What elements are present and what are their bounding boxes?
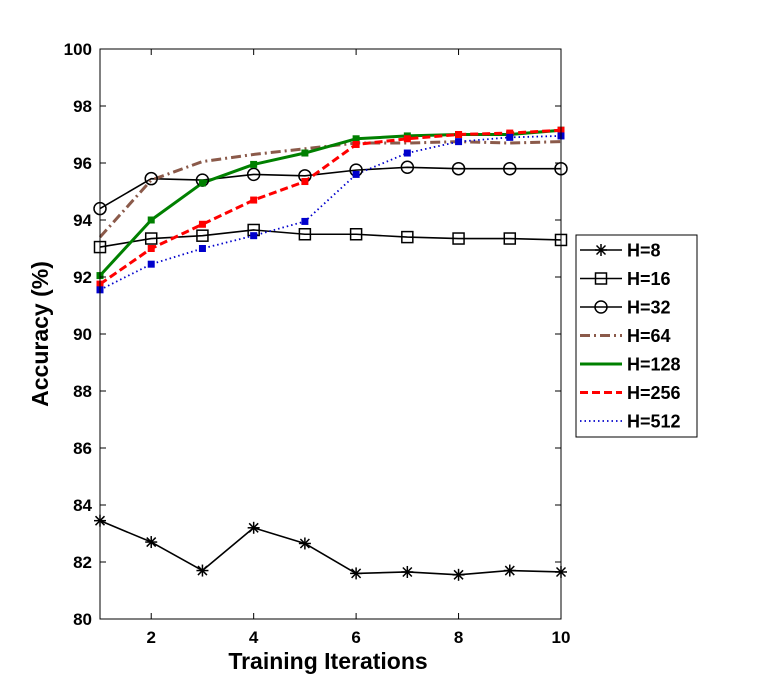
y-tick-label: 98 [73,97,92,116]
legend-marker-h-16 [594,272,608,285]
data-point-h-8 [350,567,363,580]
data-point-h-8 [247,521,260,534]
legend-label-h-32: H=32 [627,298,671,318]
legend-label-h-16: H=16 [627,269,671,289]
plot-area [100,49,561,619]
data-point-h-256 [352,140,360,148]
data-point-h-32 [144,171,158,186]
y-axis-title: Accuracy (%) [27,261,53,407]
legend-label-h-512: H=512 [627,412,681,432]
y-tick-label: 86 [73,439,92,458]
data-point-h-128 [301,149,309,157]
data-point-h-512 [198,245,206,252]
data-point-h-16 [452,232,465,245]
y-tick-label: 94 [73,211,92,230]
data-point-h-32 [503,161,517,176]
data-point-h-8 [145,536,158,549]
data-point-h-128 [198,179,206,187]
legend-label-h-256: H=256 [627,383,681,403]
data-point-h-256 [403,135,411,143]
data-point-h-8 [503,564,516,577]
legend-box [575,234,698,438]
series-line-h-8 [99,519,562,576]
legend: H=8 H=16 H=32 H=64 H=128 H=256 H=512 [575,234,698,438]
data-point-h-16 [144,232,158,245]
data-point-h-512 [352,170,360,178]
y-tick-label: 96 [73,154,92,173]
y-tick-label: 80 [73,610,92,629]
legend-marker-h-32 [594,300,608,314]
y-tick-label: 82 [73,553,92,572]
data-point-h-8 [401,565,414,578]
y-tick-label: 88 [73,382,92,401]
series-layer [99,128,562,576]
data-point-h-512 [403,149,411,157]
x-axis-title: Training Iterations [228,648,427,674]
y-tick-label: 84 [73,496,92,515]
data-point-h-512 [147,260,155,268]
x-tick-label: 6 [351,628,360,647]
data-point-h-512 [250,232,258,240]
y-tick-label: 92 [73,268,92,287]
x-tick-label: 8 [454,628,463,647]
data-point-h-128 [250,160,258,168]
x-tick-label: 2 [146,628,155,647]
data-point-h-128 [352,135,360,143]
data-point-h-128 [147,216,155,224]
data-point-h-512 [506,133,514,141]
data-point-h-16 [503,232,517,245]
data-point-h-16 [196,229,209,242]
data-point-h-512 [455,138,463,146]
data-point-h-16 [401,230,414,244]
legend-marker-h-8 [595,244,607,256]
y-tick-label: 100 [64,40,92,59]
series-line-h-32 [99,166,561,210]
legend-label-h-8: H=8 [627,241,661,261]
data-point-h-256 [147,245,155,252]
series-line-h-256 [99,128,562,286]
data-point-h-256 [250,196,258,204]
data-point-h-8 [196,564,209,577]
data-point-h-32 [400,160,415,175]
data-point-h-256 [455,131,463,138]
data-point-h-32 [246,167,261,182]
legend-label-h-64: H=64 [627,326,671,346]
data-point-h-512 [301,217,309,225]
y-tick-label: 90 [73,325,92,344]
legend-label-h-128: H=128 [627,355,681,375]
data-point-h-256 [198,220,206,228]
data-point-h-8 [298,537,311,550]
data-point-h-32 [451,161,466,176]
data-point-h-256 [506,129,514,137]
x-tick-label: 10 [552,628,571,647]
data-point-h-256 [301,178,309,186]
axis-layer: 80 82 84 86 88 90 92 94 96 98 100 2 4 6 8 10 [64,40,571,647]
data-point-h-8 [452,568,465,581]
x-tick-label: 4 [249,628,259,647]
data-point-h-16 [349,228,363,241]
data-point-h-16 [298,228,312,241]
